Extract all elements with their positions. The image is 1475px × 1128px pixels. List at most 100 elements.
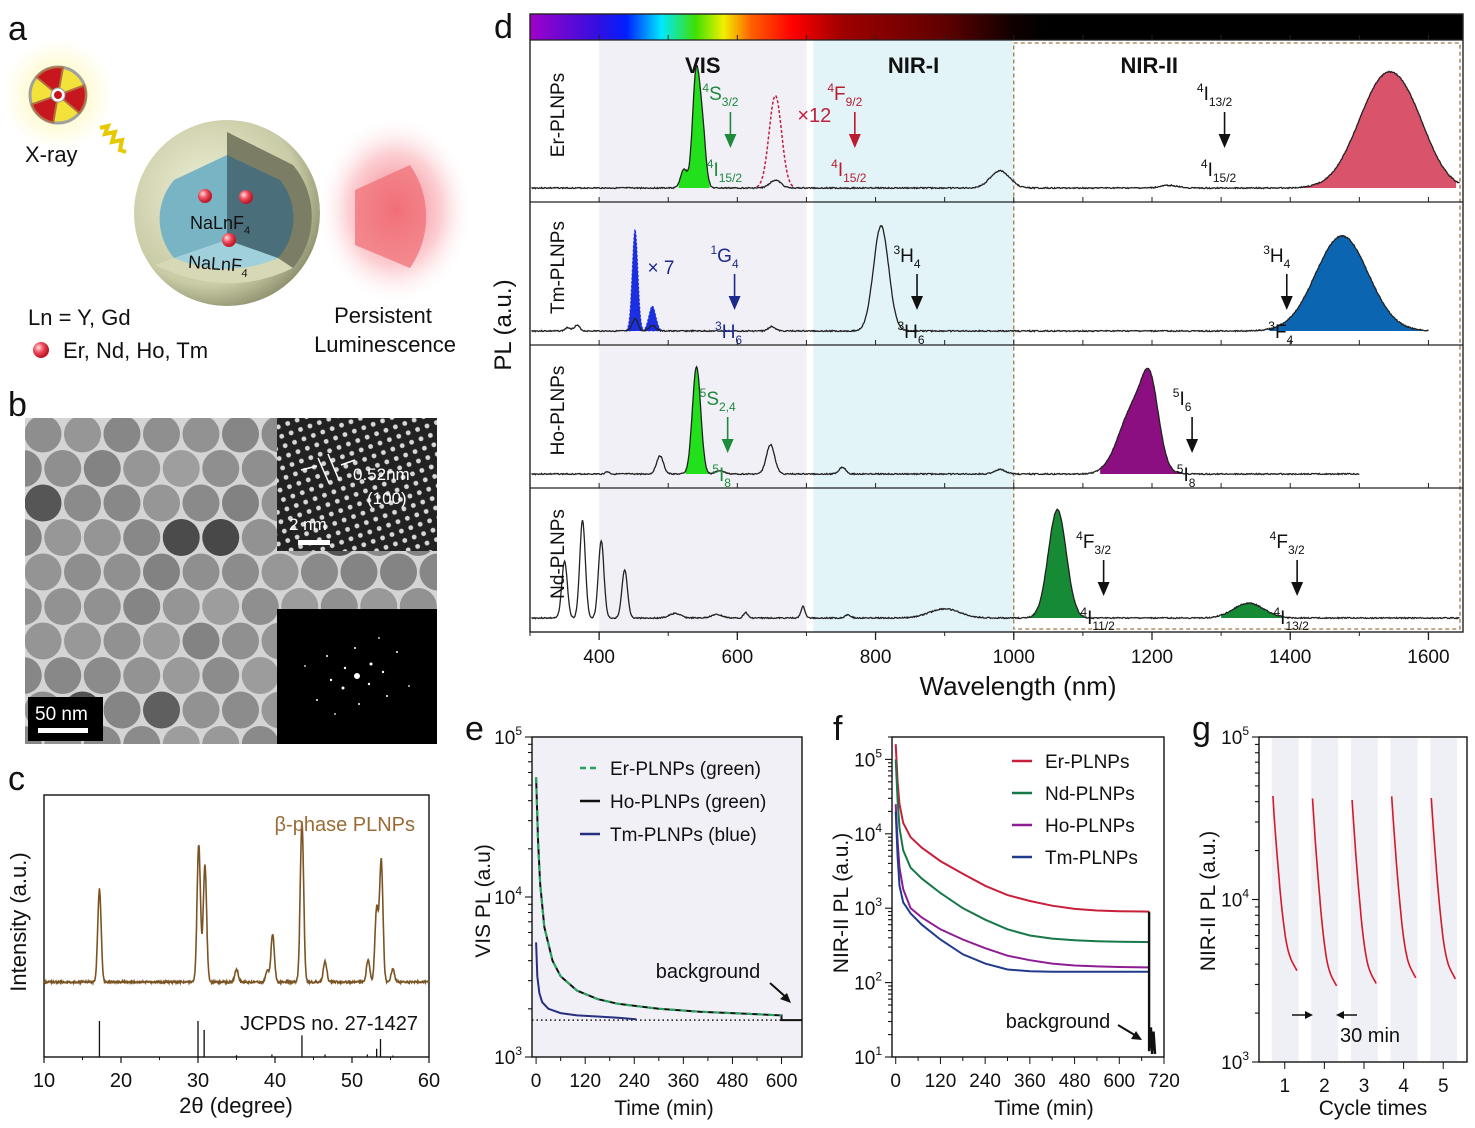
transition-lower-level: 5I8 [712, 462, 731, 490]
diffraction-spot [326, 655, 328, 657]
transition-arrow-head-icon [848, 134, 861, 148]
background-annotation: background [1006, 1011, 1111, 1033]
spectrum-row-ho-plnps: Ho-PLNPs 5S2,4 5I8 5I6 5I8 [531, 365, 1360, 490]
legend: Er-PLNPs Nd-PLNPs Ho-PLNPs Tm-PLNPs [1012, 752, 1138, 869]
tem-image: 0.52nm (100) 2 nm 50 nm [25, 418, 437, 744]
nanoparticle [241, 657, 279, 694]
panel-letter-a: a [8, 10, 27, 48]
x-axis-label: Wavelength (nm) [920, 671, 1117, 701]
persistent-label-2: Luminescence [314, 332, 456, 357]
transition-arrow-head-icon [728, 296, 741, 310]
diffraction-spot [354, 647, 356, 649]
legend-label: Nd-PLNPs [1045, 784, 1135, 805]
x-tick-label: 5 [1438, 1076, 1449, 1097]
nanoparticle-core-shell [134, 120, 320, 306]
xrd-annotation: β-phase PLNPs [275, 814, 415, 836]
transition-upper-level: 3H4 [893, 243, 920, 271]
nanoparticle [202, 726, 240, 744]
transition-upper-level: 4F3/2 [1270, 529, 1305, 557]
nanoparticle [103, 484, 141, 522]
transition-arrow-head-icon [1186, 439, 1199, 453]
spectrum-fill [1100, 368, 1194, 474]
nanoparticle [162, 519, 200, 556]
nanoparticle [162, 657, 200, 694]
region-nir-i [813, 40, 1014, 632]
radiation-icon [28, 65, 88, 125]
interval-annotation: 30 min [1340, 1025, 1400, 1047]
nir-decay-chart: 101 102 103 104 105 0 120 240 360 480 600 720 Er-PL… [830, 736, 1180, 1120]
dopant-ion [239, 190, 253, 204]
diffraction-spot [316, 699, 318, 701]
y-tick-label: 105 [494, 724, 522, 749]
nanoparticle [419, 553, 437, 591]
x-tick-label: 1 [1279, 1076, 1290, 1097]
transition-lower-level: 4I15/2 [831, 157, 867, 185]
nanoparticle [202, 657, 240, 694]
x-tick-label: 600 [721, 647, 753, 668]
row-label: Nd-PLNPs [548, 509, 569, 599]
y-tick-label: 103 [854, 895, 882, 920]
legend-label: Er-PLNPs [1045, 752, 1129, 773]
lattice-spacing-label: 0.52nm [353, 465, 410, 484]
y-tick-label: 104 [854, 821, 882, 846]
spectrum-fill [1234, 71, 1457, 188]
plot-frame [891, 736, 1165, 1058]
region-label-nir-i: NIR-I [888, 53, 939, 78]
x-tick-label: 480 [1059, 1071, 1091, 1092]
nanoparticle [25, 553, 62, 591]
x-tick-label: 30 [187, 1070, 209, 1092]
hrtem-scalebar [298, 540, 330, 545]
nanoparticle [123, 450, 161, 487]
spectrum-fill [678, 65, 710, 188]
transition-upper-level: 5I6 [1173, 386, 1192, 414]
legend-label: Ho-PLNPs (green) [610, 792, 766, 813]
nanoparticle [123, 588, 161, 625]
x-tick-label: 2 [1319, 1076, 1330, 1097]
nanoparticle [25, 519, 42, 556]
diffraction-spot [334, 713, 336, 715]
nanoparticle [380, 553, 417, 591]
x-tick-label: 1200 [1131, 647, 1173, 668]
emission-beam [355, 165, 427, 268]
nanoparticle [182, 484, 220, 522]
dopant-ion [198, 189, 212, 203]
x-tick-label: 1400 [1269, 647, 1311, 668]
nanoparticle [162, 726, 200, 744]
lattice-plane-label: (100) [367, 489, 407, 508]
row-label: Ho-PLNPs [548, 366, 569, 456]
xray-bolt-icon [99, 123, 127, 154]
transition-lower-level: 4I15/2 [1201, 157, 1237, 185]
x-axis-label: 2θ (degree) [179, 1093, 293, 1118]
nanoparticle [182, 691, 220, 729]
x-tick-label: 120 [569, 1071, 601, 1092]
transition-upper-level: 4I13/2 [1197, 81, 1233, 109]
diffraction-spot [386, 695, 388, 697]
panel-letter-d: d [494, 8, 513, 46]
arrow-head-icon [1305, 1011, 1313, 1019]
cycle-band [1311, 738, 1339, 1061]
x-tick-label: 4 [1398, 1076, 1409, 1097]
plot-frame [529, 13, 1464, 633]
nir-ii-dashed-box [1013, 42, 1461, 630]
panel-letter-b: b [8, 386, 27, 424]
transition-upper-level: 5S2,4 [700, 386, 736, 414]
hrtem-scalebar-label: 2 nm [289, 515, 327, 534]
diffraction-spot [341, 686, 345, 690]
x-tick-label: 480 [717, 1071, 749, 1092]
background-signal-line [1147, 911, 1157, 1054]
nanoparticle [202, 588, 240, 625]
nanoparticle [64, 622, 101, 660]
y-tick-label: 102 [854, 970, 882, 995]
spectrum-row-tm-plnps: × 7Tm-PLNPs1G43H63H43H63H43F4 [531, 221, 1429, 347]
y-tick-label: 103 [494, 1044, 522, 1069]
nanoparticle [182, 553, 220, 591]
scaled-peak-fill [641, 305, 663, 332]
nanoparticle [182, 622, 220, 660]
x-tick-label: 400 [583, 647, 615, 668]
arrow-head-icon [1336, 1011, 1344, 1019]
arrow-icon [340, 459, 356, 466]
spectrum-line [531, 365, 1360, 476]
x-tick-label: 0 [890, 1071, 901, 1092]
x-tick-label: 1000 [993, 647, 1035, 668]
x-tick-label: 600 [766, 1071, 798, 1092]
